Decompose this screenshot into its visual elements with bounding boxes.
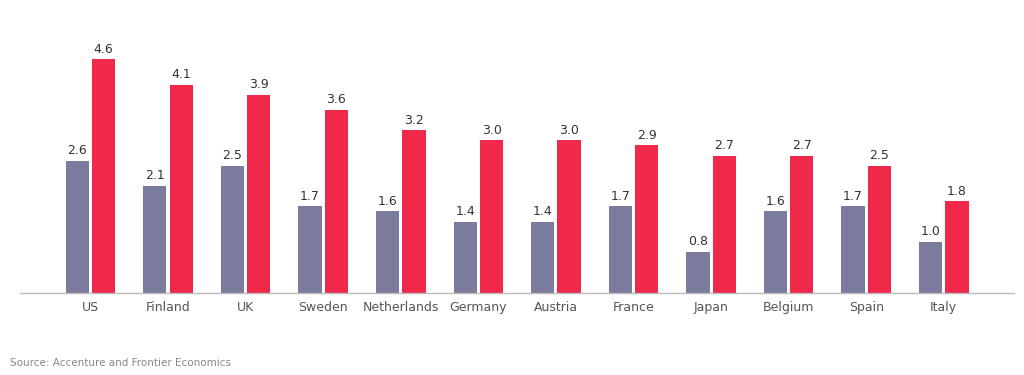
Bar <box>791 156 813 292</box>
Bar <box>170 85 193 292</box>
Text: 1.7: 1.7 <box>610 190 630 203</box>
Bar <box>945 201 969 292</box>
Text: 1.0: 1.0 <box>921 225 940 238</box>
Text: 2.6: 2.6 <box>68 144 87 157</box>
Text: 1.8: 1.8 <box>947 185 967 198</box>
Bar <box>325 110 348 292</box>
Text: 1.7: 1.7 <box>300 190 319 203</box>
Bar <box>713 156 736 292</box>
Text: 2.9: 2.9 <box>637 129 656 142</box>
Text: 3.9: 3.9 <box>249 78 268 91</box>
Bar <box>402 130 426 292</box>
Bar <box>143 186 167 292</box>
Text: 2.5: 2.5 <box>869 149 889 162</box>
Bar <box>842 206 864 292</box>
Bar <box>686 252 710 292</box>
Bar <box>919 242 942 292</box>
Text: 3.6: 3.6 <box>327 93 346 106</box>
Text: 4.1: 4.1 <box>171 68 191 81</box>
Text: 3.0: 3.0 <box>481 124 502 137</box>
Bar <box>480 140 503 292</box>
Text: 4.6: 4.6 <box>94 43 114 56</box>
Bar <box>531 222 554 292</box>
Text: 0.8: 0.8 <box>688 236 708 248</box>
Text: 1.7: 1.7 <box>843 190 863 203</box>
Bar <box>298 206 322 292</box>
Text: 1.6: 1.6 <box>378 195 397 208</box>
Text: 2.1: 2.1 <box>145 170 165 183</box>
Text: 3.0: 3.0 <box>559 124 579 137</box>
Text: 1.4: 1.4 <box>456 205 475 218</box>
Bar <box>557 140 581 292</box>
Bar <box>454 222 477 292</box>
Bar <box>635 146 658 292</box>
Text: 2.5: 2.5 <box>222 149 243 162</box>
Bar <box>92 59 116 292</box>
Bar <box>66 161 89 292</box>
Bar <box>764 211 787 292</box>
Bar <box>376 211 399 292</box>
Text: 1.4: 1.4 <box>532 205 553 218</box>
Text: 1.6: 1.6 <box>766 195 785 208</box>
Text: 2.7: 2.7 <box>715 139 734 152</box>
Bar <box>221 166 244 292</box>
Text: 3.2: 3.2 <box>404 114 424 127</box>
Text: Source: Accenture and Frontier Economics: Source: Accenture and Frontier Economics <box>10 357 231 368</box>
Bar <box>247 95 270 292</box>
Bar <box>608 206 632 292</box>
Text: 2.7: 2.7 <box>792 139 812 152</box>
Bar <box>867 166 891 292</box>
